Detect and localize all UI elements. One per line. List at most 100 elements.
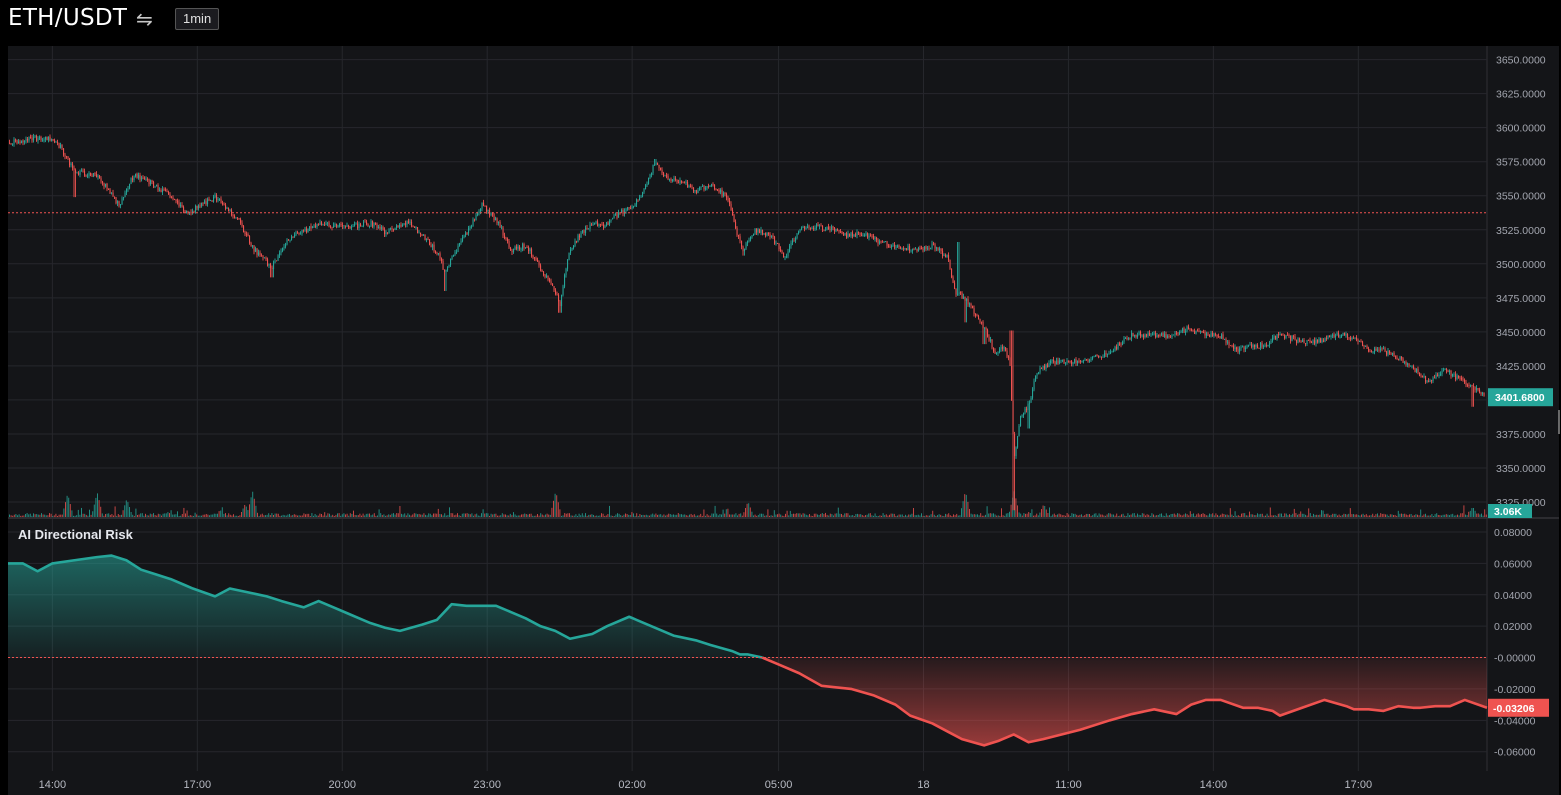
volume-bar [1484,509,1486,517]
time-axis [8,771,1559,795]
volume-bar [165,513,167,517]
candle-body [372,220,374,227]
volume-bar [1068,514,1070,517]
candle-body [1090,359,1092,360]
candle-body [808,226,810,228]
candle-body [237,217,239,219]
volume-bar [298,515,300,517]
candle-body [1216,334,1218,337]
candle-body [864,235,866,237]
volume-bar [1041,509,1042,517]
swap-arrows-icon[interactable]: ⇋ [136,7,153,31]
volume-bar [953,514,954,517]
candle-body [361,225,363,227]
volume-bar [629,514,631,517]
volume-bar [972,514,974,517]
volume-bar [509,513,511,517]
candle-body [1423,376,1425,378]
volume-bar [1161,513,1162,517]
candle-body [318,223,320,225]
volume-bar [535,515,537,517]
volume-bar [633,513,634,517]
candle-body [1038,372,1040,374]
volume-bar [1220,514,1222,517]
volume-bar [1404,513,1406,517]
volume-bar [236,515,238,517]
candle-body [858,232,860,233]
volume-bar [828,515,830,517]
volume-bar [729,514,730,517]
candle-body [1285,335,1287,339]
candle-body [1228,341,1230,346]
candle-body [1438,374,1440,377]
candle-body [691,186,693,188]
volume-bar [290,515,292,517]
candle-body [942,251,944,256]
volume-bar [821,513,823,517]
candle-body [346,225,348,227]
volume-bar [1466,515,1468,517]
volume-bar [589,514,591,517]
volume-bar [639,514,641,517]
volume-bar [386,515,388,517]
candlestick-series [9,133,1485,511]
chart-area[interactable]: 14:00 17:00 20:00 23:00 02:00 05:00 18 11:00 14:… [0,42,1561,795]
candle-body [211,200,213,202]
volume-bar [1122,513,1124,517]
candle-body [145,178,147,180]
volume-bar [1071,513,1073,517]
volume-bar [975,514,977,517]
volume-bar [340,515,342,517]
candle-body [924,246,926,250]
candle-body [763,233,765,235]
volume-bar [561,515,562,517]
volume-bar [831,514,833,517]
candle-body [736,227,738,236]
volume-bar [183,507,185,517]
candle-body [1194,331,1196,334]
candle-body [1246,345,1248,348]
candle-body [777,243,779,244]
candle-body [580,232,582,238]
volume-bar [153,513,154,517]
volume-bar [543,515,545,517]
volume-bar [287,514,289,517]
volume-bar [1346,514,1348,517]
candle-body [478,211,480,214]
volume-bar [1372,513,1374,517]
candle-body [850,232,852,237]
candle-body [1344,333,1346,336]
volume-bar [79,514,81,517]
candle-body [894,244,896,248]
candle-body [792,240,794,244]
volume-bar [1194,515,1196,517]
volume-bar [1295,513,1297,517]
volume-bar [1119,515,1121,517]
volume-bar [1250,514,1252,517]
volume-bar [893,513,895,517]
candle-body [574,241,576,247]
symbol-title[interactable]: ETH/USDT [8,5,128,31]
volume-bar [1412,515,1414,517]
volume-bar [1202,513,1204,517]
volume-bar [365,513,367,517]
interval-selector[interactable]: 1min [175,8,220,30]
volume-bar [714,505,716,517]
candle-body [913,249,915,250]
candle-body [325,223,327,225]
candle-body [1020,416,1022,426]
volume-bar [1023,513,1025,517]
volume-bar [1284,513,1286,517]
candle-body [945,255,947,258]
candle-body [600,224,602,225]
candle-body [94,173,96,175]
volume-bar [962,501,964,517]
candle-body [679,180,681,184]
candle-body [1035,375,1037,382]
volume-bar [407,513,409,517]
volume-bar [964,494,966,517]
volume-bar [1442,514,1444,517]
candle-body [1104,353,1106,357]
volume-bar [756,515,758,517]
candle-body [190,212,192,214]
